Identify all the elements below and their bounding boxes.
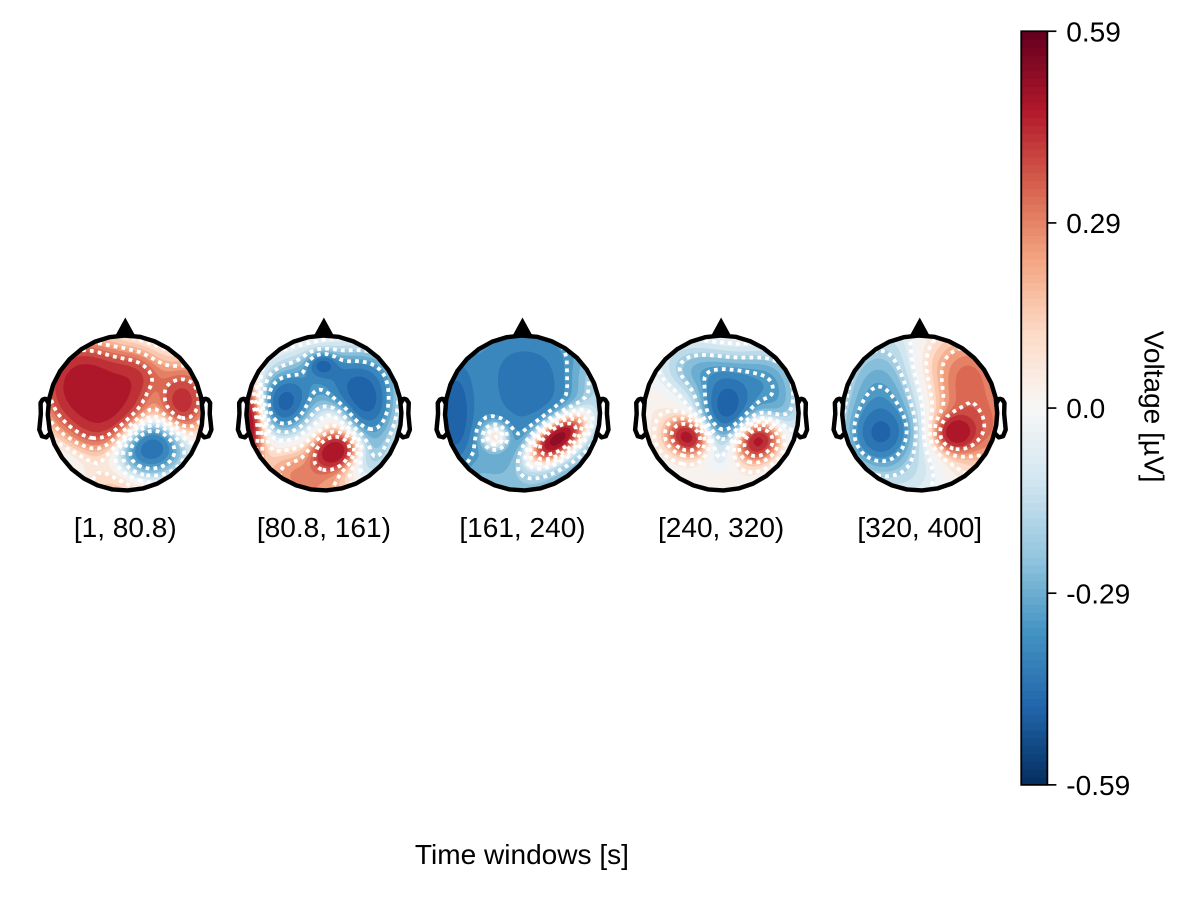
svg-text:-0.29: -0.29 [1066, 578, 1130, 609]
svg-text:[240, 320): [240, 320) [658, 512, 784, 543]
svg-text:[161, 240): [161, 240) [459, 512, 585, 543]
svg-text:Time windows [s]: Time windows [s] [415, 839, 629, 870]
svg-text:Voltage [µV]: Voltage [µV] [1139, 331, 1170, 483]
svg-text:[1, 80.8): [1, 80.8) [74, 512, 177, 543]
svg-text:[80.8, 161): [80.8, 161) [257, 512, 391, 543]
svg-text:0.29: 0.29 [1066, 208, 1121, 239]
svg-text:[320, 400]: [320, 400] [857, 512, 982, 543]
svg-text:-0.59: -0.59 [1066, 770, 1130, 801]
svg-text:0.59: 0.59 [1066, 16, 1121, 47]
svg-text:0.0: 0.0 [1066, 393, 1105, 424]
